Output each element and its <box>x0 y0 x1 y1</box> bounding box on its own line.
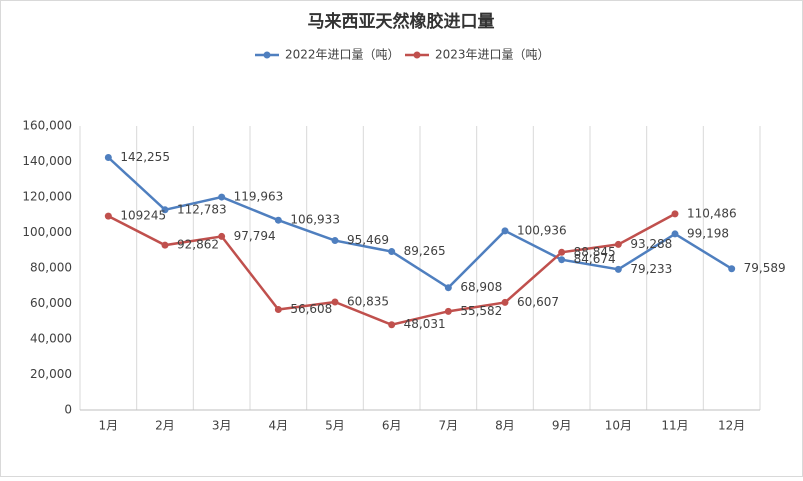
data-label: 60,607 <box>517 295 559 309</box>
data-label: 109245 <box>120 209 166 223</box>
x-tick-label: 3月 <box>212 419 232 433</box>
data-point <box>444 284 452 292</box>
data-point <box>104 212 112 220</box>
data-label: 68,908 <box>460 280 502 294</box>
x-tick-label: 6月 <box>382 419 402 433</box>
data-point <box>104 153 112 161</box>
data-label: 56,608 <box>290 302 332 316</box>
x-tick-label: 10月 <box>605 419 632 433</box>
y-tick-label: 140,000 <box>22 154 72 168</box>
x-tick-label: 5月 <box>325 419 345 433</box>
data-label: 93,288 <box>630 237 672 251</box>
data-label: 89,265 <box>404 244 446 258</box>
data-point <box>218 232 226 240</box>
data-point <box>501 298 509 306</box>
data-point <box>614 265 622 273</box>
data-label: 99,198 <box>687 226 729 240</box>
x-tick-label: 4月 <box>269 419 289 433</box>
data-label: 119,963 <box>234 190 284 204</box>
data-label: 60,835 <box>347 295 389 309</box>
data-label: 55,582 <box>460 304 502 318</box>
data-point <box>671 210 679 218</box>
data-label: 79,233 <box>630 262 672 276</box>
data-label: 95,469 <box>347 233 389 247</box>
legend-marker <box>263 51 271 59</box>
data-point <box>274 306 282 314</box>
x-tick-label: 7月 <box>439 419 459 433</box>
data-point <box>558 256 566 264</box>
data-point <box>558 248 566 256</box>
data-point <box>388 321 396 329</box>
x-tick-label: 8月 <box>495 419 515 433</box>
x-tick-label: 2月 <box>155 419 175 433</box>
y-tick-label: 40,000 <box>30 332 72 346</box>
y-tick-label: 80,000 <box>30 261 72 275</box>
data-label: 97,794 <box>234 229 276 243</box>
data-point <box>218 193 226 201</box>
data-point <box>388 248 396 256</box>
legend-marker <box>413 51 421 59</box>
y-tick-label: 60,000 <box>30 296 72 310</box>
chart-title: 马来西亚天然橡胶进口量 <box>308 11 495 32</box>
data-point <box>331 237 339 245</box>
y-tick-label: 100,000 <box>22 225 72 239</box>
data-label: 79,589 <box>744 261 786 275</box>
data-point <box>671 230 679 238</box>
data-point <box>728 265 736 273</box>
data-label: 48,031 <box>404 317 446 331</box>
series-line <box>107 156 733 290</box>
y-tick-label: 20,000 <box>30 367 72 381</box>
data-label: 142,255 <box>120 150 170 164</box>
data-point <box>161 206 169 214</box>
y-tick-label: 120,000 <box>22 190 72 204</box>
data-label: 88,845 <box>574 245 616 259</box>
data-point <box>614 240 622 248</box>
data-label: 100,936 <box>517 223 567 237</box>
x-tick-label: 11月 <box>661 419 688 433</box>
x-tick-label: 9月 <box>552 419 572 433</box>
data-point <box>274 216 282 224</box>
data-point <box>444 307 452 315</box>
y-tick-label: 0 <box>64 403 72 417</box>
legend-label: 2023年进口量（吨） <box>435 48 550 62</box>
data-point <box>161 241 169 249</box>
data-point <box>331 298 339 306</box>
legend-label: 2022年进口量（吨） <box>285 48 400 62</box>
data-label: 84,674 <box>574 252 616 266</box>
data-point <box>501 227 509 235</box>
x-tick-label: 12月 <box>718 419 745 433</box>
data-label: 92,862 <box>177 238 219 252</box>
data-label: 106,933 <box>290 213 340 227</box>
data-label: 110,486 <box>687 206 737 220</box>
data-label: 112,783 <box>177 202 227 216</box>
y-tick-label: 160,000 <box>22 119 72 133</box>
x-tick-label: 1月 <box>99 419 119 433</box>
